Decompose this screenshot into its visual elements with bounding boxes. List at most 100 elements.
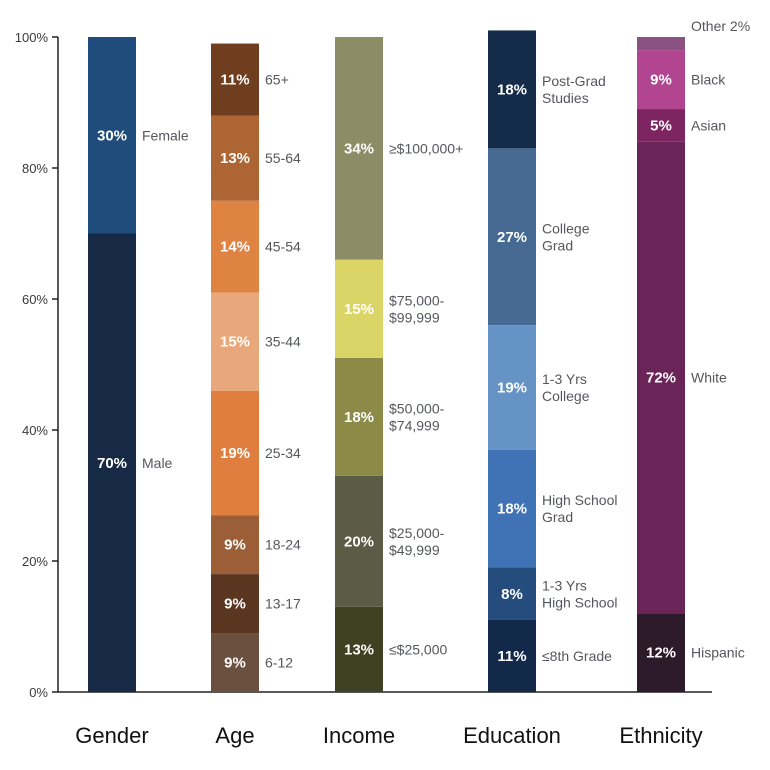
bar-segment [335,606,383,692]
bar-segment [211,515,259,575]
y-tick-label: 20% [22,554,48,569]
bar-segment [637,50,685,110]
segment-category-label: 6-12 [265,655,293,671]
bar-segment [637,613,685,692]
bar-segment [488,449,536,568]
segment-value-label: 30% [97,127,127,144]
bar-segment [488,148,536,326]
bar-segment [335,259,383,358]
bar-segment [88,37,136,234]
segment-category-label: College [542,220,590,236]
y-tick-label: 80% [22,161,48,176]
segment-value-label: 9% [224,537,246,554]
bar-segment [335,357,383,476]
segment-value-label: 15% [344,301,374,318]
segment-category-label: College [542,388,590,404]
segment-category-label: Grad [542,509,573,525]
bar-segment [488,325,536,450]
segment-value-label: 11% [497,648,526,665]
category-label: Education [463,723,561,748]
segment-category-label: Other 2% [691,18,750,34]
y-axis: 0% 20% 40% 60% 80% 100% [15,30,712,700]
segment-value-label: 11% [220,72,249,89]
segment-category-label: High School [542,594,618,610]
segment-category-label: $75,000- [389,292,445,308]
bar-segment [88,233,136,692]
segment-category-label: Hispanic [691,645,745,661]
category-label: Ethnicity [619,723,702,748]
bar-segment [488,30,536,149]
segment-category-label: $50,000- [389,400,445,416]
segment-category-label: Post-Grad [542,73,606,89]
segment-category-label: $49,999 [389,542,440,558]
bar-segment [211,390,259,516]
y-tick-label: 0% [29,685,48,700]
segment-category-label: High School [542,492,618,508]
segment-category-label: ≤8th Grade [542,648,612,664]
segment-value-label: 9% [224,596,246,613]
bar-segment [637,109,685,142]
segment-value-label: 18% [344,409,374,426]
y-tick-label: 40% [22,423,48,438]
segment-value-label: 18% [497,501,527,518]
segment-value-label: 19% [220,445,250,462]
segment-value-label: 20% [344,533,374,550]
segment-category-label: 65+ [265,72,289,88]
segment-value-label: 72% [646,370,676,387]
segment-value-label: 13% [344,641,374,658]
segment-category-label: 1-3 Yrs [542,577,587,593]
segment-category-label: $99,999 [389,309,440,325]
segment-value-label: 18% [497,81,527,98]
segment-category-label: Black [691,72,726,88]
segment-value-label: 70% [97,455,127,472]
segment-value-label: 9% [650,72,672,89]
segment-category-label: White [691,370,727,386]
segment-category-label: Studies [542,90,589,106]
bar-gender: 70% Male 30% Female [88,37,189,692]
bar-segment [488,619,536,692]
bar-segment [335,37,383,260]
segment-category-label: 35-44 [265,334,301,350]
segment-category-label: 25-34 [265,445,301,461]
segment-category-label: ≥$100,000+ [389,140,463,156]
bar-segment [211,633,259,692]
bar-segment [637,141,685,614]
bar-segment [637,37,685,51]
category-label: Age [215,723,254,748]
category-label: Income [323,723,395,748]
segment-value-label: 12% [646,645,676,662]
bar-income: 13% ≤$25,000 20% $25,000-$49,999 18% $50,000-… [335,37,463,692]
bar-segment [211,574,259,634]
segment-category-label: 18-24 [265,537,301,553]
segment-category-label: Asian [691,117,726,133]
segment-category-label: $25,000- [389,525,445,541]
segment-category-label: 45-54 [265,239,301,255]
segment-category-label: Grad [542,237,573,253]
bar-segment [211,200,259,293]
bar-ethnicity: 12% Hispanic 72% White 5% Asian 9% Black Other 2… [637,18,750,692]
segment-category-label: 1-3 Yrs [542,371,587,387]
segment-value-label: 15% [220,334,250,351]
bar-age: 9% 6-12 9% 13-17 9% 18-24 19% 25-34 15% 35-44 14% 4… [211,43,301,692]
y-tick-label: 60% [22,292,48,307]
segment-value-label: 9% [224,655,246,672]
segment-value-label: 14% [220,239,250,256]
segment-category-label: ≤$25,000 [389,641,448,657]
category-label: Gender [75,723,148,748]
segment-category-label: 13-17 [265,596,301,612]
bar-segment [211,43,259,116]
segment-value-label: 19% [497,379,527,396]
bar-segment [211,292,259,391]
bar-segment [211,115,259,201]
segment-value-label: 8% [501,586,523,603]
bar-segment [488,567,536,620]
segment-category-label: Female [142,127,189,143]
segment-value-label: 5% [650,117,672,134]
segment-category-label: Male [142,455,173,471]
segment-category-label: 55-64 [265,150,301,166]
category-labels: Gender Age Income Education Ethnicity [75,723,702,748]
segment-value-label: 34% [344,140,374,157]
